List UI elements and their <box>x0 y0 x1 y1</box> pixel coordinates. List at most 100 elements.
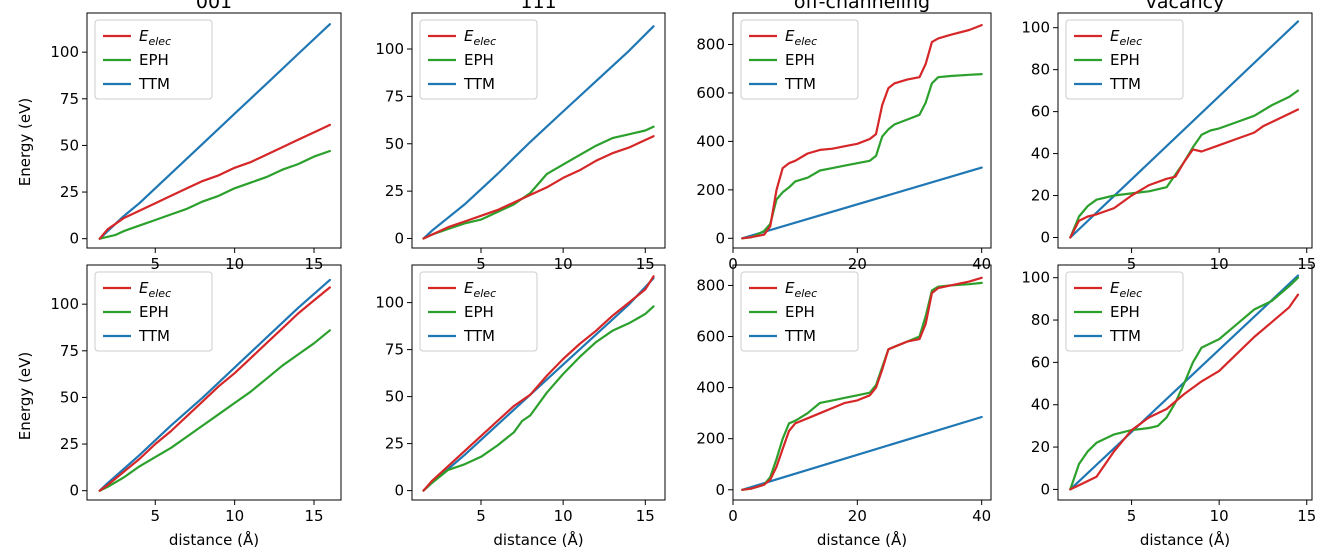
series-line-e-elec <box>422 275 655 492</box>
y-tick-label: 0 <box>1040 229 1050 247</box>
axes-frame <box>86 12 342 249</box>
y-tick-label: 80 <box>1031 61 1050 79</box>
legend-label-ttm: TTM <box>1109 75 1141 93</box>
axes-frame <box>1057 12 1313 249</box>
legend-label-eph: EPH <box>464 303 494 321</box>
legend-label-e-elec: Eelec <box>785 279 817 300</box>
series-line-e-elec <box>741 276 983 491</box>
axes-frame <box>411 12 666 249</box>
y-tick-label: 50 <box>60 136 79 154</box>
y-tick-label: 0 <box>394 230 404 248</box>
panel-2: 5 10 15 0 25 50 75 100 111 Eelec EPH TTM <box>375 0 666 273</box>
y-tick-label: 400 <box>696 132 725 150</box>
legend-label-eph: EPH <box>1110 51 1140 69</box>
y-tick-label: 75 <box>385 341 404 359</box>
legend-box <box>94 19 213 100</box>
y-tick-label: 100 <box>50 43 79 61</box>
panel-8: 5 10 15 0 20 40 60 80 100 distance (Å) Eelec EPH TTM <box>1021 264 1316 549</box>
series-line-eph <box>422 125 655 240</box>
legend: Eelec EPH TTM <box>94 271 213 352</box>
legend-label-e-elec: Eelec <box>464 27 496 48</box>
series-line-eph <box>98 329 331 492</box>
series-line-ttm <box>98 278 331 492</box>
series-line-e-elec <box>1069 108 1300 239</box>
x-tick-label: 5 <box>1127 507 1137 525</box>
y-tick-label: 25 <box>385 435 404 453</box>
x-tick-label: 10 <box>554 255 573 273</box>
x-tick-label: 20 <box>848 255 867 273</box>
y-tick-label: 25 <box>60 435 79 453</box>
legend-label-e-elec: Eelec <box>1110 279 1142 300</box>
legend-label-eph: EPH <box>464 51 494 69</box>
y-tick-label: 40 <box>1031 396 1050 414</box>
y-tick-label: 20 <box>1031 438 1050 456</box>
legend-label-eph: EPH <box>1110 303 1140 321</box>
legend-label-e-elec: Eelec <box>1110 27 1142 48</box>
y-tick-label: 100 <box>1021 269 1050 287</box>
legend-label-eph: EPH <box>139 51 169 69</box>
axes-frame <box>411 264 666 501</box>
y-tick-label: 0 <box>715 229 725 247</box>
xlabel: distance (Å) <box>1140 530 1230 549</box>
series-line-ttm <box>741 415 983 491</box>
x-tick-label: 5 <box>476 507 486 525</box>
legend: Eelec EPH TTM <box>94 19 213 100</box>
y-tick-label: 50 <box>60 388 79 406</box>
y-tick-label: 600 <box>696 84 725 102</box>
series-line-e-elec <box>422 135 655 240</box>
legend-label-eph: EPH <box>785 51 815 69</box>
legend-label-e-elec: Eelec <box>785 27 817 48</box>
y-tick-label: 50 <box>385 388 404 406</box>
x-tick-label: 0 <box>728 507 738 525</box>
ylabel-bottom: Energy (eV) <box>16 352 34 440</box>
y-tick-label: 50 <box>385 135 404 153</box>
y-tick-label: 75 <box>385 87 404 105</box>
y-tick-label: 20 <box>1031 187 1050 205</box>
y-tick-label: 400 <box>696 379 725 397</box>
x-tick-label: 15 <box>1297 507 1316 525</box>
legend-label-ttm: TTM <box>463 327 495 345</box>
legend: Eelec EPH TTM <box>419 19 538 100</box>
panel-title: 111 <box>520 0 556 13</box>
y-tick-label: 600 <box>696 328 725 346</box>
x-tick-label: 15 <box>636 255 655 273</box>
y-tick-label: 75 <box>60 342 79 360</box>
y-tick-label: 100 <box>50 295 79 313</box>
series-line-ttm <box>422 25 655 240</box>
x-tick-label: 20 <box>848 507 867 525</box>
series-line-e-elec <box>1069 293 1300 491</box>
y-tick-label: 40 <box>1031 145 1050 163</box>
y-tick-label: 0 <box>69 230 79 248</box>
legend: Eelec EPH TTM <box>419 271 538 352</box>
y-tick-label: 200 <box>696 430 725 448</box>
xlabel: distance (Å) <box>493 530 583 549</box>
y-tick-label: 800 <box>696 35 725 53</box>
legend: Eelec EPH TTM <box>1065 271 1184 352</box>
legend-box <box>740 271 859 352</box>
legend-box <box>1065 19 1184 100</box>
y-tick-label: 60 <box>1031 353 1050 371</box>
y-tick-label: 0 <box>394 482 404 500</box>
legend-label-ttm: TTM <box>784 327 816 345</box>
panel-title: 001 <box>196 0 232 13</box>
x-tick-label: 0 <box>728 255 738 273</box>
panel-6: 5 10 15 0 25 50 75 100 distance (Å) Eelec EPH TTM <box>375 264 666 549</box>
series-line-ttm <box>1069 20 1300 239</box>
legend-box <box>94 271 213 352</box>
panel-4: 5 10 15 0 20 40 60 80 100 vacancy Eelec EPH TTM <box>1021 0 1316 273</box>
axes-frame <box>1057 264 1313 501</box>
y-tick-label: 25 <box>60 183 79 201</box>
legend-label-e-elec: Eelec <box>139 279 171 300</box>
x-tick-label: 5 <box>150 255 160 273</box>
legend-label-ttm: TTM <box>1109 327 1141 345</box>
series-line-e-elec <box>98 286 331 492</box>
x-tick-label: 40 <box>972 507 991 525</box>
y-tick-label: 200 <box>696 181 725 199</box>
x-tick-label: 15 <box>304 255 323 273</box>
x-tick-label: 15 <box>1297 255 1316 273</box>
x-tick-label: 15 <box>636 507 655 525</box>
legend: Eelec EPH TTM <box>740 271 859 352</box>
legend-label-e-elec: Eelec <box>464 279 496 300</box>
